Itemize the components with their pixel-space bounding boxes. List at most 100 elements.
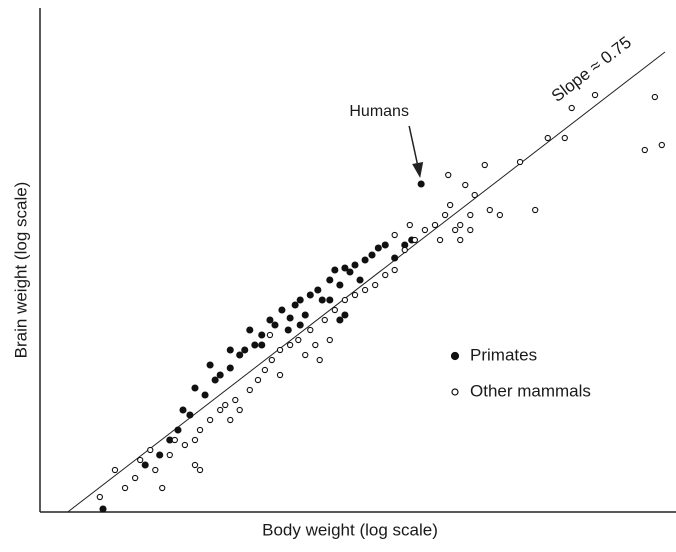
point <box>532 206 539 214</box>
point <box>336 316 344 324</box>
point <box>411 236 418 244</box>
arrow-head <box>412 162 424 178</box>
point <box>471 191 478 199</box>
legend-marker <box>451 388 459 396</box>
point <box>141 461 149 469</box>
point <box>462 181 469 189</box>
point <box>261 366 269 374</box>
x-axis-label: Body weight (log scale) <box>262 520 438 539</box>
annotation-text: Humans <box>349 103 409 120</box>
point <box>159 484 166 492</box>
point <box>258 331 266 339</box>
point <box>191 436 199 444</box>
point <box>226 346 234 354</box>
point <box>361 256 369 264</box>
fit-line <box>67 51 666 513</box>
point <box>467 226 474 234</box>
point <box>641 146 648 154</box>
point <box>291 301 299 309</box>
point <box>356 276 364 284</box>
point <box>296 296 304 304</box>
point <box>254 376 262 384</box>
point <box>321 316 328 324</box>
point <box>452 226 459 234</box>
point <box>351 261 359 269</box>
point <box>496 211 504 219</box>
point <box>381 241 389 249</box>
point <box>147 446 154 454</box>
point <box>99 505 107 513</box>
legend-label: Other mammals <box>470 381 591 400</box>
legend-label: Primates <box>470 345 537 364</box>
point <box>406 221 413 229</box>
point <box>307 326 314 334</box>
point <box>382 271 389 279</box>
point <box>658 141 665 149</box>
y-axis-label: Brain weight (log scale) <box>11 182 30 359</box>
point <box>341 296 349 304</box>
point <box>331 266 339 274</box>
point <box>302 351 309 359</box>
point <box>191 461 199 469</box>
point <box>284 326 292 334</box>
point <box>121 484 129 492</box>
point <box>368 251 376 259</box>
point <box>446 201 454 209</box>
point <box>266 316 274 324</box>
slope-label: Slope ≈ 0.75 <box>548 33 635 106</box>
point <box>174 426 182 434</box>
point <box>201 391 209 399</box>
point <box>441 211 449 219</box>
point <box>268 356 275 364</box>
point <box>171 436 178 444</box>
point <box>286 314 294 322</box>
point <box>276 346 284 354</box>
point <box>217 406 224 414</box>
point <box>457 221 464 229</box>
point <box>445 171 452 179</box>
point <box>568 104 575 112</box>
point <box>258 341 266 349</box>
point <box>561 134 568 142</box>
point <box>391 231 398 239</box>
point <box>417 180 425 188</box>
point <box>211 376 219 384</box>
point <box>216 371 224 379</box>
point <box>276 371 284 379</box>
point <box>431 221 439 229</box>
point <box>166 451 173 459</box>
point <box>286 341 294 349</box>
point <box>222 401 229 409</box>
point <box>241 346 249 354</box>
point <box>351 291 359 299</box>
legend-marker <box>450 351 460 361</box>
point <box>226 364 234 372</box>
point <box>544 134 551 142</box>
point <box>372 281 379 289</box>
point <box>236 351 244 359</box>
point <box>326 336 333 344</box>
point <box>186 411 194 419</box>
point <box>516 158 524 166</box>
point <box>316 356 323 364</box>
point <box>246 386 253 394</box>
point <box>227 416 234 424</box>
point <box>331 306 338 314</box>
point <box>318 296 326 304</box>
point <box>296 321 304 329</box>
point <box>326 276 334 284</box>
point <box>314 286 322 294</box>
point <box>436 236 444 244</box>
point <box>278 306 286 314</box>
point <box>196 426 204 434</box>
point <box>336 281 344 289</box>
point <box>401 246 408 254</box>
point <box>591 91 599 99</box>
point <box>251 341 259 349</box>
point <box>467 211 474 219</box>
point <box>179 406 187 414</box>
point <box>111 466 119 474</box>
point <box>326 296 334 304</box>
point <box>266 331 274 339</box>
